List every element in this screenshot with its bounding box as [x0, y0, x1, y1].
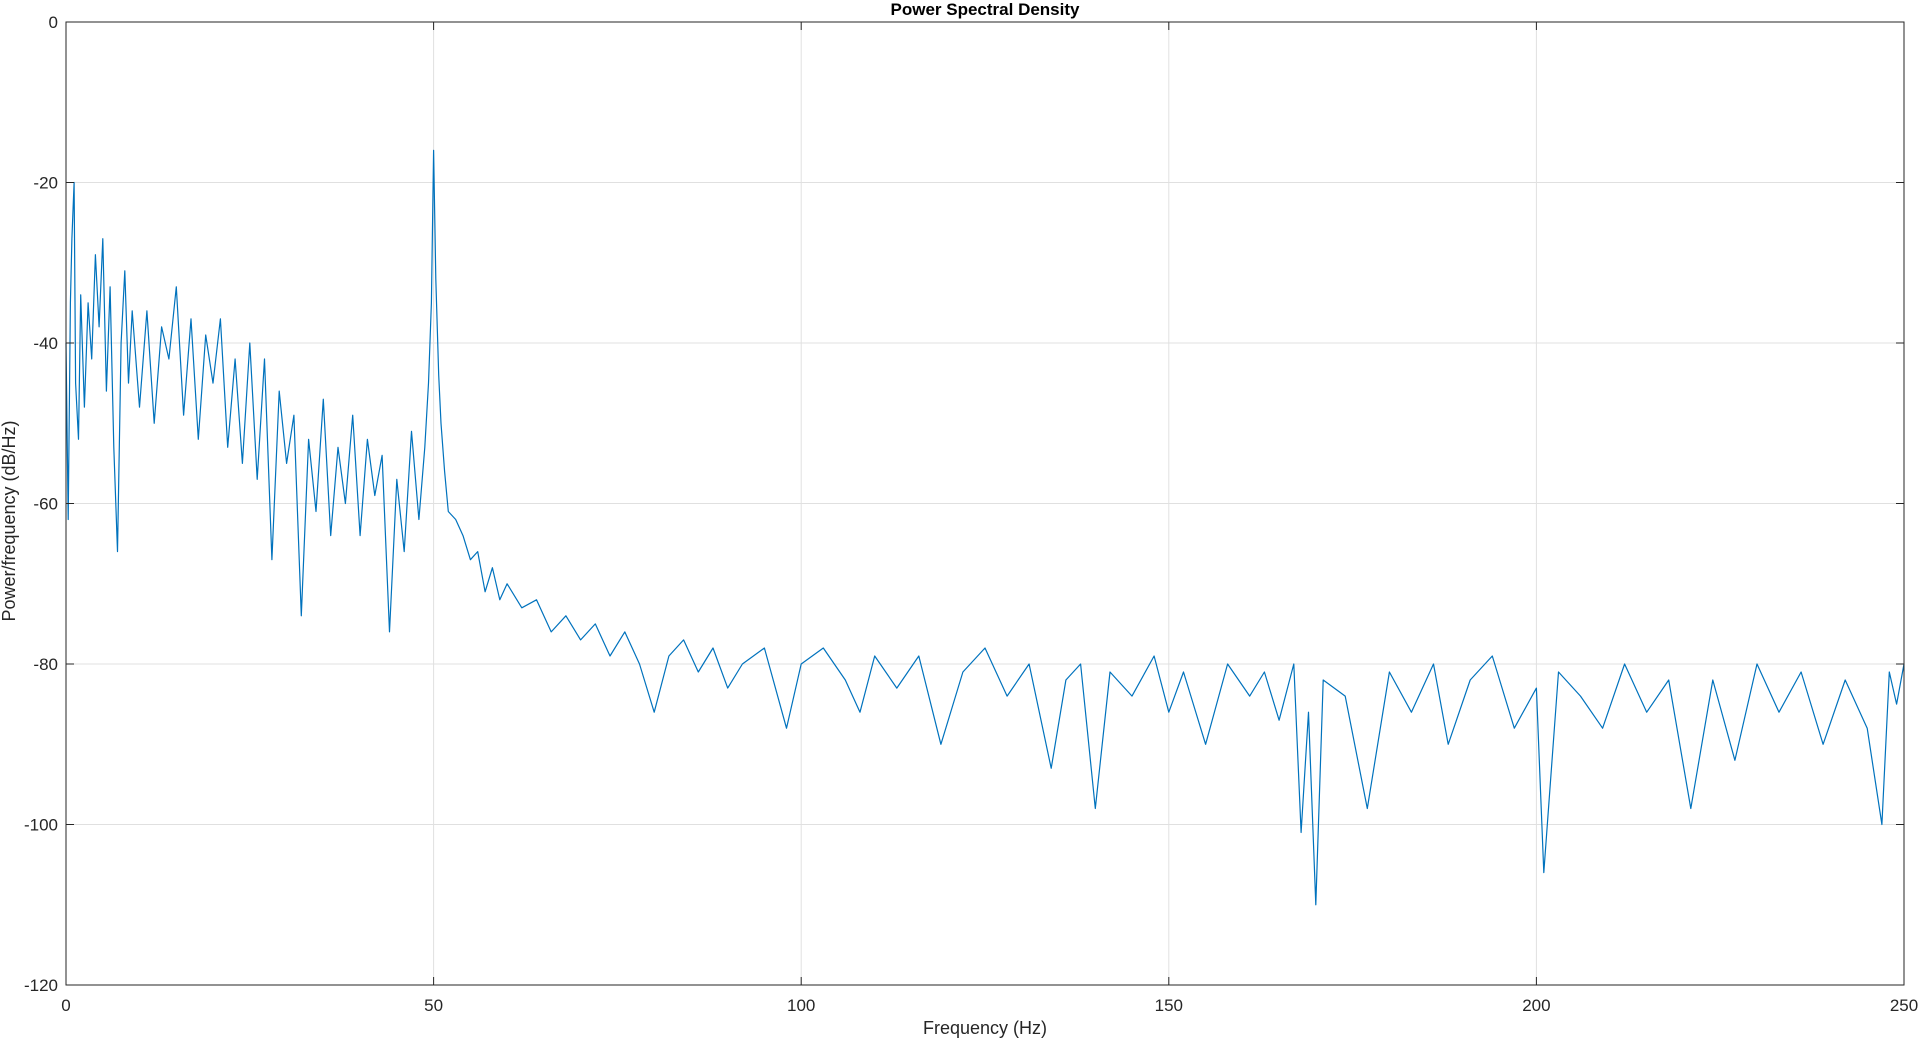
tick-layer: 0 50 100 150 200 250 0 -20 -40 -60 -80 -100 -120 [24, 13, 1918, 1015]
x-axis-label: Frequency (Hz) [923, 1018, 1047, 1038]
y-tick-label-2: -40 [33, 334, 58, 353]
x-tick-label-5: 250 [1890, 996, 1918, 1015]
y-tick-label-6: -120 [24, 976, 58, 995]
y-axis-label: Power/frequency (dB/Hz) [0, 420, 19, 621]
x-tick-label-4: 200 [1522, 996, 1550, 1015]
grid-layer [66, 22, 1904, 985]
psd-series-line-0 [65, 149, 1905, 906]
x-tick-label-2: 100 [787, 996, 815, 1015]
chart-title: Power Spectral Density [891, 0, 1081, 19]
y-tick-label-0: 0 [49, 13, 58, 32]
y-tick-label-4: -80 [33, 655, 58, 674]
y-tick-label-5: -100 [24, 816, 58, 835]
x-tick-label-0: 0 [61, 996, 70, 1015]
x-tick-label-1: 50 [424, 996, 443, 1015]
x-tick-label-3: 150 [1155, 996, 1183, 1015]
plot-layer [65, 149, 1905, 906]
y-tick-label-3: -60 [33, 495, 58, 514]
y-tick-label-1: -20 [33, 174, 58, 193]
